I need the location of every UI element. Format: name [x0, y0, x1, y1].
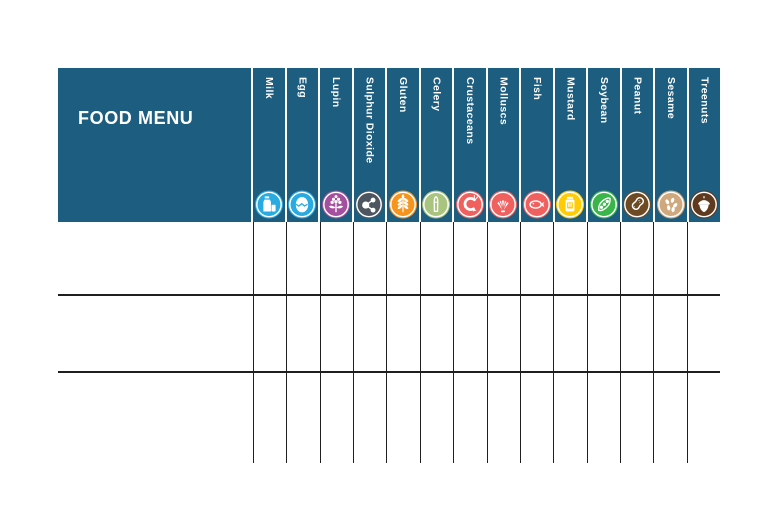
column-header-mustard: Mustard M — [554, 68, 586, 222]
allergen-cell — [253, 222, 286, 294]
column-label: Crustaceans — [463, 77, 476, 145]
column-label: Egg — [296, 77, 309, 99]
allergen-cell — [319, 296, 353, 371]
column-header-celery: Celery — [420, 68, 452, 222]
column-header-sesame: Sesame — [655, 68, 687, 222]
food-item-name-cell — [58, 296, 253, 371]
mustard-icon: M — [556, 190, 585, 219]
sulphur-dioxide-icon — [355, 190, 384, 219]
column-label: Sesame — [664, 77, 677, 120]
peanut-icon — [623, 190, 652, 219]
allergen-cell — [486, 296, 520, 371]
allergen-cell — [386, 296, 419, 371]
column-header-soybean: Soybean — [588, 68, 620, 222]
column-header-sulphur-dioxide: Sulphur Dioxide — [353, 68, 385, 222]
allergen-cell — [286, 296, 319, 371]
allergen-cell — [686, 296, 720, 371]
menu-table-header: FOOD MENU Milk Egg Lupin Sulphur Dioxide… — [58, 68, 720, 222]
allergen-cell — [453, 296, 486, 371]
column-label: Lupin — [329, 77, 342, 108]
column-label: Celery — [430, 77, 443, 112]
allergen-menu-table: FOOD MENU Milk Egg Lupin Sulphur Dioxide… — [58, 68, 720, 463]
allergen-cell — [386, 373, 419, 463]
soybean-icon — [589, 190, 618, 219]
food-item-name-cell — [58, 373, 253, 463]
allergen-cell — [353, 373, 386, 463]
allergen-cell — [419, 296, 453, 371]
allergen-cell — [319, 222, 353, 294]
allergen-cell — [586, 222, 620, 294]
column-label: Sulphur Dioxide — [363, 77, 376, 164]
allergen-cell — [419, 373, 453, 463]
lupin-icon — [321, 190, 350, 219]
allergen-cell — [686, 373, 720, 463]
allergen-cell — [619, 296, 653, 371]
allergen-cell — [519, 373, 553, 463]
allergen-cell — [486, 373, 520, 463]
allergen-cell — [286, 222, 319, 294]
column-header-crustaceans: Crustaceans — [454, 68, 486, 222]
column-header-gluten: Gluten — [387, 68, 419, 222]
table-row — [58, 373, 720, 463]
column-header-treenuts: Treenuts — [688, 68, 720, 222]
allergen-cell — [319, 373, 353, 463]
column-label: Molluscs — [497, 77, 510, 126]
allergen-cell — [453, 222, 486, 294]
allergen-cell — [686, 222, 720, 294]
column-header-lupin: Lupin — [320, 68, 352, 222]
allergen-cell — [253, 373, 286, 463]
allergen-cell — [353, 296, 386, 371]
allergen-cell — [653, 296, 686, 371]
allergen-cell — [519, 222, 553, 294]
milk-icon — [254, 190, 283, 219]
menu-table-body — [58, 222, 720, 463]
allergen-cell — [453, 373, 486, 463]
column-header-egg: Egg — [286, 68, 318, 222]
crustaceans-icon — [455, 190, 484, 219]
allergen-cell — [286, 373, 319, 463]
svg-text:M: M — [568, 203, 572, 209]
allergen-cell — [486, 222, 520, 294]
allergen-cell — [653, 222, 686, 294]
celery-icon — [422, 190, 451, 219]
column-label: Treenuts — [698, 77, 711, 124]
sesame-icon — [656, 190, 685, 219]
allergen-cell — [553, 373, 586, 463]
allergen-cell — [386, 222, 419, 294]
column-header-molluscs: Molluscs — [487, 68, 519, 222]
gluten-icon — [388, 190, 417, 219]
allergen-cell — [419, 222, 453, 294]
treenuts-icon — [690, 190, 719, 219]
allergen-cell — [253, 296, 286, 371]
column-label: Mustard — [564, 77, 577, 121]
column-label: Peanut — [631, 77, 644, 115]
allergen-cell — [619, 222, 653, 294]
column-label: Soybean — [597, 77, 610, 124]
column-header-milk: Milk — [253, 68, 285, 222]
column-label: Fish — [530, 77, 543, 101]
allergen-cell — [619, 373, 653, 463]
column-label: Milk — [262, 77, 275, 100]
allergen-cell — [519, 296, 553, 371]
allergen-cell — [586, 373, 620, 463]
molluscs-icon — [489, 190, 518, 219]
fish-icon — [522, 190, 551, 219]
column-header-fish: Fish — [521, 68, 553, 222]
column-label: Gluten — [396, 77, 409, 113]
allergen-cell — [586, 296, 620, 371]
food-item-name-cell — [58, 222, 253, 294]
egg-icon — [288, 190, 317, 219]
allergen-cell — [553, 296, 586, 371]
table-row — [58, 222, 720, 296]
allergen-cell — [553, 222, 586, 294]
menu-title: FOOD MENU — [58, 68, 251, 222]
column-header-peanut: Peanut — [621, 68, 653, 222]
allergen-cell — [653, 373, 686, 463]
allergen-cell — [353, 222, 386, 294]
table-row — [58, 296, 720, 373]
